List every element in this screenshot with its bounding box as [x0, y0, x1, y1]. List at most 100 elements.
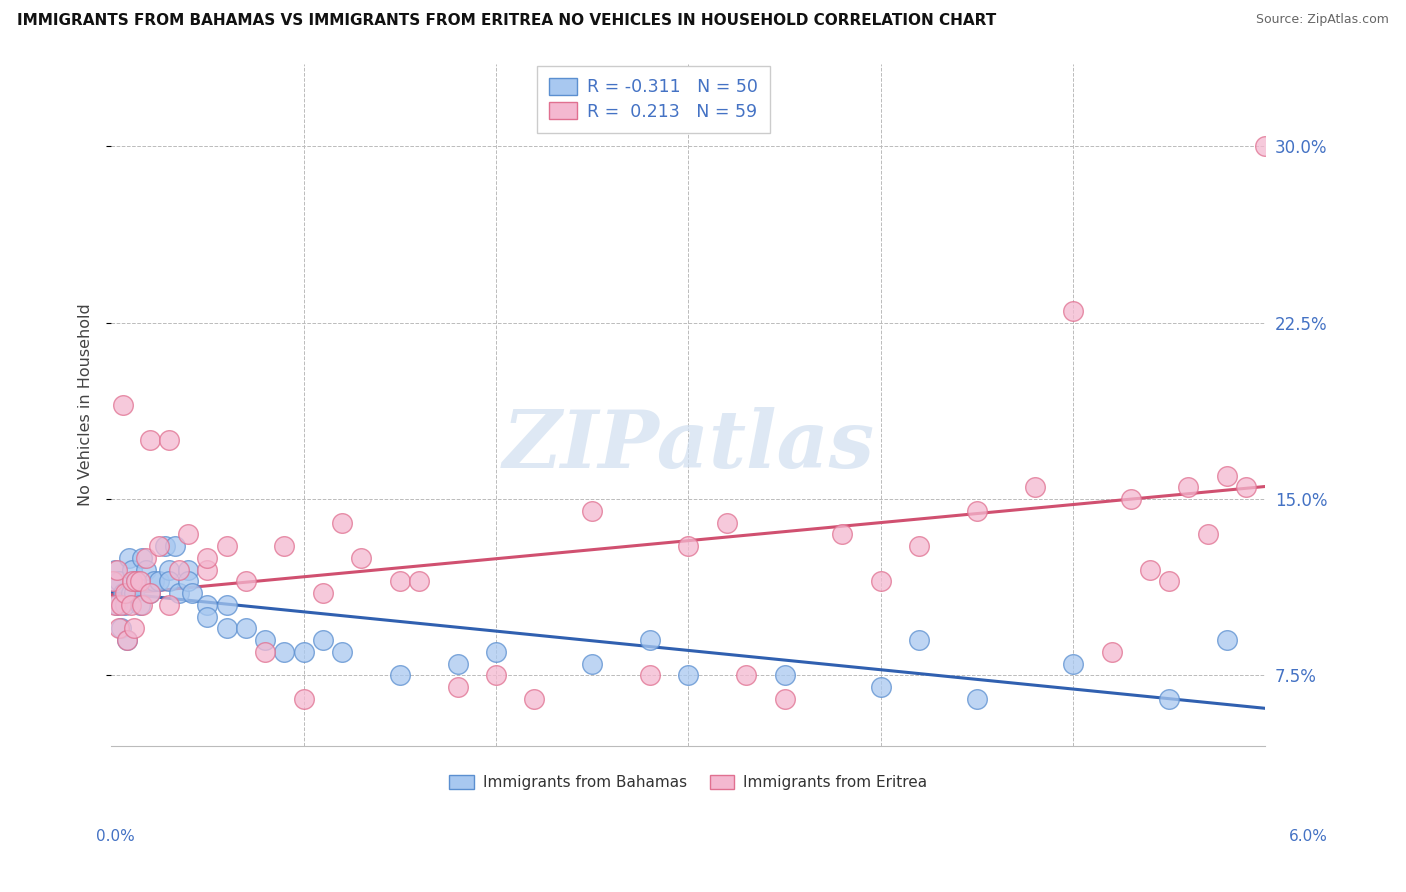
Point: [1216, 633, 1239, 648]
Point: [831, 527, 853, 541]
Point: [111, 586, 134, 600]
Point: [1062, 657, 1084, 671]
Point: [197, 598, 219, 612]
Point: [104, 563, 127, 577]
Point: [177, 527, 200, 541]
Point: [773, 692, 796, 706]
Point: [135, 550, 157, 565]
Point: [120, 586, 142, 600]
Point: [1119, 492, 1142, 507]
Text: IMMIGRANTS FROM BAHAMAS VS IMMIGRANTS FROM ERITREA NO VEHICLES IN HOUSEHOLD CORR: IMMIGRANTS FROM BAHAMAS VS IMMIGRANTS FR…: [17, 13, 995, 29]
Point: [114, 586, 136, 600]
Legend: Immigrants from Bahamas, Immigrants from Eritrea: Immigrants from Bahamas, Immigrants from…: [443, 769, 934, 797]
Point: [1216, 468, 1239, 483]
Point: [139, 434, 162, 448]
Point: [235, 574, 257, 589]
Point: [485, 645, 508, 659]
Point: [108, 621, 131, 635]
Point: [167, 563, 190, 577]
Point: [292, 645, 315, 659]
Point: [1234, 480, 1257, 494]
Point: [678, 668, 700, 682]
Point: [148, 574, 170, 589]
Point: [638, 633, 661, 648]
Point: [124, 621, 146, 635]
Point: [1274, 304, 1296, 318]
Point: [716, 516, 738, 530]
Point: [157, 598, 180, 612]
Text: Source: ZipAtlas.com: Source: ZipAtlas.com: [1256, 13, 1389, 27]
Point: [215, 621, 238, 635]
Point: [157, 563, 180, 577]
Point: [678, 539, 700, 553]
Point: [103, 574, 125, 589]
Point: [485, 668, 508, 682]
Point: [581, 657, 603, 671]
Point: [135, 563, 157, 577]
Point: [121, 563, 143, 577]
Point: [108, 574, 131, 589]
Point: [735, 668, 758, 682]
Point: [523, 692, 546, 706]
Point: [215, 598, 238, 612]
Point: [120, 598, 142, 612]
Point: [1159, 692, 1181, 706]
Point: [115, 633, 138, 648]
Point: [215, 539, 238, 553]
Point: [966, 504, 988, 518]
Point: [104, 598, 127, 612]
Point: [177, 574, 200, 589]
Point: [330, 645, 353, 659]
Point: [131, 550, 153, 565]
Point: [1062, 304, 1084, 318]
Point: [908, 539, 931, 553]
Point: [103, 574, 125, 589]
Point: [115, 633, 138, 648]
Point: [197, 609, 219, 624]
Point: [273, 645, 295, 659]
Point: [446, 657, 468, 671]
Point: [157, 434, 180, 448]
Point: [581, 504, 603, 518]
Point: [197, 550, 219, 565]
Point: [638, 668, 661, 682]
Point: [129, 574, 152, 589]
Point: [181, 586, 204, 600]
Point: [1159, 574, 1181, 589]
Point: [1197, 527, 1219, 541]
Point: [254, 645, 277, 659]
Point: [446, 680, 468, 694]
Point: [1254, 139, 1277, 153]
Point: [1177, 480, 1199, 494]
Point: [110, 598, 132, 612]
Point: [121, 574, 143, 589]
Point: [167, 586, 190, 600]
Point: [408, 574, 430, 589]
Point: [105, 563, 128, 577]
Point: [966, 692, 988, 706]
Point: [1101, 645, 1123, 659]
Text: ZIPatlas: ZIPatlas: [502, 407, 875, 484]
Point: [1139, 563, 1161, 577]
Text: 0.0%: 0.0%: [96, 830, 135, 844]
Point: [105, 598, 128, 612]
Point: [117, 550, 139, 565]
Point: [292, 692, 315, 706]
Point: [124, 586, 146, 600]
Text: 6.0%: 6.0%: [1288, 830, 1327, 844]
Point: [142, 574, 165, 589]
Point: [157, 574, 180, 589]
Point: [125, 574, 148, 589]
Point: [388, 668, 411, 682]
Point: [129, 598, 152, 612]
Point: [773, 668, 796, 682]
Point: [908, 633, 931, 648]
Point: [139, 586, 162, 600]
Point: [254, 633, 277, 648]
Point: [110, 621, 132, 635]
Point: [163, 539, 186, 553]
Point: [139, 586, 162, 600]
Point: [114, 598, 136, 612]
Point: [330, 516, 353, 530]
Point: [312, 633, 335, 648]
